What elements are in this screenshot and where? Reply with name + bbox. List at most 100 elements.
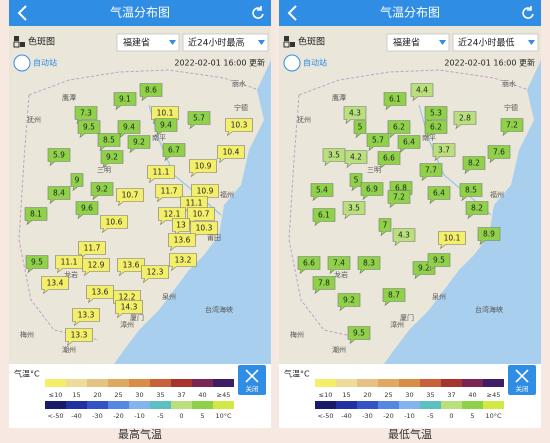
station-marker[interactable]	[72, 308, 100, 327]
station-marker[interactable]	[377, 151, 401, 170]
station-marker[interactable]	[225, 118, 253, 137]
station-marker[interactable]	[360, 182, 384, 201]
element-dropdown[interactable]	[452, 33, 539, 52]
station-marker[interactable]	[77, 120, 101, 139]
map-label: 抚州	[297, 115, 311, 124]
station-marker[interactable]	[382, 288, 406, 307]
station-marker[interactable]	[500, 118, 524, 137]
station-marker[interactable]	[357, 256, 381, 275]
legend-label: -30	[92, 412, 103, 420]
station-icon[interactable]	[283, 54, 301, 72]
station-value: 13.6	[123, 261, 140, 270]
station-marker[interactable]	[113, 92, 137, 111]
station-marker[interactable]	[410, 83, 434, 102]
station-marker[interactable]	[424, 120, 448, 139]
station-marker[interactable]	[141, 265, 169, 284]
map-label: 抚州	[27, 115, 41, 124]
refresh-button[interactable]	[252, 6, 264, 19]
station-marker[interactable]	[47, 148, 71, 167]
legend-swatch	[420, 379, 441, 387]
station-marker[interactable]	[90, 182, 114, 201]
station-marker[interactable]	[343, 106, 367, 125]
station-marker[interactable]	[86, 285, 114, 304]
close-button[interactable]	[238, 365, 266, 395]
station-marker[interactable]	[117, 258, 145, 277]
station-marker[interactable]	[427, 186, 451, 205]
station-value: 12.2	[119, 293, 136, 302]
close-button[interactable]	[508, 365, 536, 395]
element-dropdown[interactable]	[182, 33, 269, 52]
back-button[interactable]	[287, 5, 297, 21]
station-marker[interactable]	[347, 326, 371, 345]
region-dropdown[interactable]	[116, 33, 180, 52]
station-marker[interactable]	[366, 133, 390, 152]
station-marker[interactable]	[24, 207, 48, 226]
station-marker[interactable]	[115, 300, 143, 319]
station-marker[interactable]	[427, 253, 451, 272]
station-marker[interactable]	[432, 143, 456, 162]
station-marker[interactable]	[139, 83, 163, 102]
station-marker[interactable]	[154, 118, 178, 137]
station-marker[interactable]	[310, 183, 334, 202]
station-marker[interactable]	[465, 201, 489, 220]
station-marker[interactable]	[70, 173, 84, 192]
legend-label: -10	[404, 412, 415, 420]
station-marker[interactable]	[55, 255, 83, 274]
map-label: 泉州	[432, 292, 446, 301]
station-marker[interactable]	[327, 256, 351, 275]
station-marker[interactable]	[127, 135, 151, 154]
legend-swatch	[483, 379, 504, 387]
station-marker[interactable]	[189, 159, 217, 178]
station-marker[interactable]	[453, 111, 477, 130]
station-marker[interactable]	[162, 143, 186, 162]
back-button[interactable]	[17, 5, 27, 21]
station-marker[interactable]	[25, 255, 49, 274]
station-marker[interactable]	[217, 145, 245, 164]
station-marker[interactable]	[419, 163, 443, 182]
station-marker[interactable]	[65, 328, 93, 347]
station-marker[interactable]	[116, 188, 144, 207]
station-marker[interactable]	[147, 165, 175, 184]
station-marker[interactable]	[312, 208, 336, 227]
station-marker[interactable]	[459, 183, 483, 202]
station-marker[interactable]	[169, 253, 197, 272]
station-marker[interactable]	[397, 135, 421, 154]
legend-swatch	[441, 401, 462, 409]
station-marker[interactable]	[344, 150, 368, 169]
station-marker[interactable]	[82, 258, 110, 277]
region-text: 福建省	[393, 37, 420, 49]
region-dropdown[interactable]	[386, 33, 450, 52]
layer-button[interactable]: 色斑图	[298, 36, 325, 48]
station-marker[interactable]	[297, 256, 321, 275]
station-marker[interactable]	[353, 120, 367, 139]
station-marker[interactable]	[342, 201, 366, 220]
station-marker[interactable]	[312, 276, 336, 295]
station-button[interactable]: 自动站	[33, 58, 57, 68]
station-marker[interactable]	[337, 293, 361, 312]
station-marker[interactable]	[100, 150, 124, 169]
station-marker[interactable]	[383, 92, 407, 111]
layer-button[interactable]: 色斑图	[28, 36, 55, 48]
station-marker[interactable]	[438, 231, 466, 250]
station-marker[interactable]	[41, 276, 69, 295]
station-marker[interactable]	[392, 228, 416, 247]
station-marker[interactable]	[477, 227, 501, 246]
station-marker[interactable]	[187, 111, 211, 130]
station-marker[interactable]	[78, 241, 106, 260]
station-marker[interactable]	[47, 186, 71, 205]
station-marker[interactable]	[487, 145, 511, 164]
station-icon[interactable]	[13, 54, 31, 72]
station-marker[interactable]	[168, 233, 196, 252]
station-marker[interactable]	[155, 184, 183, 203]
station-value: 7.2	[506, 121, 518, 130]
station-marker[interactable]	[349, 173, 363, 192]
refresh-button[interactable]	[522, 6, 534, 19]
station-marker[interactable]	[100, 215, 128, 234]
station-marker[interactable]	[97, 133, 121, 152]
station-marker[interactable]	[75, 201, 99, 220]
legend-label: 20	[93, 391, 101, 399]
station-marker[interactable]	[387, 190, 411, 209]
station-button[interactable]: 自动站	[303, 58, 327, 68]
station-marker[interactable]	[378, 218, 392, 237]
station-marker[interactable]	[462, 156, 486, 175]
